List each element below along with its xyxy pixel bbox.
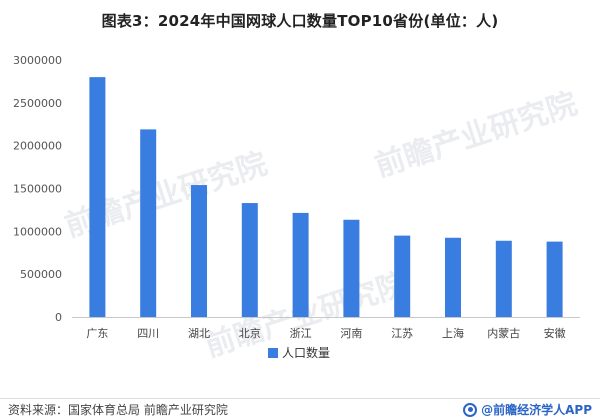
footer: 资料来源：国家体育总局 前瞻产业研究院 @前瞻经济学人APP	[0, 398, 600, 420]
y-tick-label: 1000000	[13, 225, 62, 238]
x-tick-label: 广东	[86, 327, 108, 340]
x-tick-label: 四川	[137, 327, 159, 340]
bar	[241, 203, 258, 317]
bar	[191, 185, 207, 317]
bar	[140, 129, 157, 317]
brand: @前瞻经济学人APP	[463, 401, 592, 418]
bar-chart: 0 500000 1000000 1500000 2000000 2500000 30000…	[13, 54, 580, 360]
y-tick-label: 2000000	[13, 140, 62, 153]
chart-title: 图表3：2024年中国网球人口数量TOP10省份(单位：人)	[101, 12, 499, 30]
y-tick-label: 2500000	[13, 97, 62, 110]
source-text: 资料来源：国家体育总局 前瞻产业研究院	[8, 403, 228, 417]
y-axis-ticks: 0 500000 1000000 1500000 2000000 2500000 30000…	[13, 54, 62, 324]
chart-area: 0 500000 1000000 1500000 2000000 2500000 30000…	[0, 40, 600, 380]
y-tick-label: 500000	[20, 268, 62, 281]
x-tick-label: 北京	[239, 326, 261, 340]
x-tick-label: 上海	[442, 326, 464, 340]
bar	[495, 240, 512, 317]
bar	[292, 212, 309, 317]
legend-label: 人口数量	[282, 345, 330, 360]
legend-swatch	[268, 348, 278, 358]
y-tick-label: 1500000	[13, 183, 62, 196]
bar	[343, 219, 360, 317]
legend: 人口数量	[268, 345, 330, 360]
bars	[89, 77, 563, 317]
x-tick-label: 安徽	[544, 326, 566, 340]
brand-text: @前瞻经济学人APP	[481, 403, 592, 417]
x-tick-label: 河南	[340, 327, 362, 340]
bar	[394, 235, 411, 317]
x-tick-label: 浙江	[290, 327, 312, 340]
bar	[546, 241, 563, 317]
y-tick-label: 3000000	[13, 54, 62, 67]
bar	[89, 77, 106, 317]
x-tick-label: 江苏	[391, 327, 413, 340]
y-tick-label: 0	[55, 311, 62, 324]
bar	[445, 237, 461, 317]
brand-logo-icon	[463, 402, 478, 417]
x-tick-label: 内蒙古	[487, 326, 520, 340]
x-axis-ticks: 广东 四川 湖北 北京 浙江 河南 江苏 上海 内蒙古 安徽	[86, 326, 565, 340]
x-tick-label: 湖北	[188, 327, 210, 340]
